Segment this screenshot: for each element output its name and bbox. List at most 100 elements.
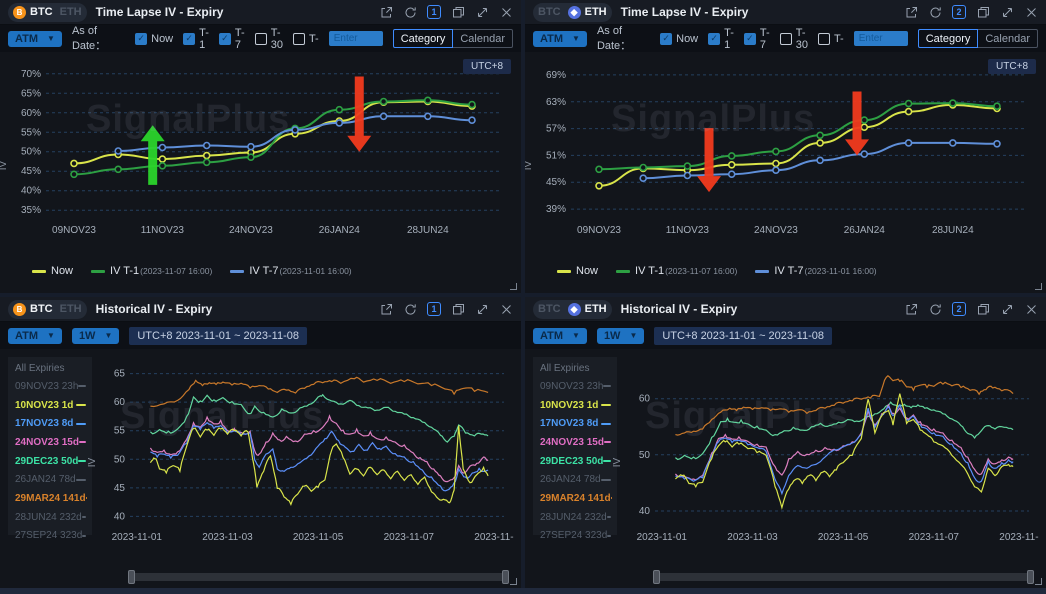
duplicate-icon[interactable] — [451, 302, 465, 316]
checkbox-box[interactable]: ✓ — [743, 32, 756, 45]
expiry-item-10nov23[interactable]: 10NOV23 1d — [15, 396, 86, 415]
close-icon[interactable] — [499, 302, 513, 316]
period-select[interactable]: 1W ▼ — [596, 327, 645, 344]
refresh-icon[interactable] — [928, 5, 942, 19]
resize-handle[interactable] — [1035, 283, 1042, 290]
checkbox-box[interactable]: ✓ — [708, 32, 721, 45]
expand-icon[interactable] — [475, 5, 489, 19]
coin-eth-tab[interactable]: ETH — [60, 303, 82, 315]
refresh-icon[interactable] — [928, 302, 942, 316]
expiry-item-29mar24[interactable]: 29MAR24 141d — [540, 489, 611, 508]
coin-eth-tab[interactable]: ETH — [60, 6, 82, 18]
calendar-tab[interactable]: Calendar — [453, 29, 513, 48]
checkbox-t-[interactable]: T- — [292, 32, 319, 45]
slider-handle-left[interactable] — [128, 570, 135, 584]
expiry-item-17nov23[interactable]: 17NOV23 8d — [540, 414, 611, 433]
coin-btc-tab[interactable]: BTC — [538, 6, 561, 18]
expiry-item-10nov23[interactable]: 10NOV23 1d — [540, 396, 611, 415]
checkbox-box[interactable]: ✓ — [660, 32, 673, 45]
btc-historical-chart[interactable]: 40 45 50 55 60 65 2023-11-01 2023-11-03 2023-11-… — [96, 357, 521, 547]
refresh-icon[interactable] — [403, 302, 417, 316]
window-number-badge[interactable]: 1 — [427, 302, 441, 316]
btc-timelapse-chart[interactable]: 35% 40% 45% 50% 55% 60% 65% 70% 09NOV23 11NOV23 24… — [0, 52, 513, 244]
external-link-icon[interactable] — [379, 302, 393, 316]
t-custom-days-input[interactable] — [328, 31, 383, 46]
expiry-item-26jan24[interactable]: 26JAN24 78d — [540, 470, 611, 489]
duplicate-icon[interactable] — [976, 302, 990, 316]
resize-handle[interactable] — [510, 578, 517, 585]
legend-item[interactable]: IV T-1 (2023-11-07 16:00) — [91, 265, 212, 277]
period-select[interactable]: 1W ▼ — [71, 327, 120, 344]
slider-handle-right[interactable] — [1027, 570, 1034, 584]
checkbox-t-1[interactable]: ✓ T-1 — [708, 27, 734, 51]
expiry-item-27sep24[interactable]: 27SEP24 323d — [540, 527, 611, 546]
resize-handle[interactable] — [510, 283, 517, 290]
checkbox-now[interactable]: ✓ Now — [660, 32, 698, 45]
close-icon[interactable] — [1024, 5, 1038, 19]
expiry-item-09nov23[interactable]: 09NOV23 23h — [540, 377, 611, 396]
checkbox-box[interactable]: ✓ — [218, 32, 231, 45]
category-tab[interactable]: Category — [392, 29, 454, 48]
close-icon[interactable] — [1024, 302, 1038, 316]
checkbox-t-30[interactable]: T-30 — [779, 27, 808, 51]
atm-select[interactable]: ATM ▼ — [8, 30, 62, 47]
legend-item[interactable]: IV T-1 (2023-11-07 16:00) — [616, 265, 737, 277]
coin-btc-tab[interactable]: B BTC — [13, 5, 53, 19]
expand-icon[interactable] — [1000, 302, 1014, 316]
coin-eth-tab[interactable]: ◆ ETH — [567, 5, 607, 19]
time-range-slider[interactable] — [653, 570, 1034, 584]
coin-btc-tab[interactable]: B BTC — [13, 302, 53, 316]
atm-select[interactable]: ATM ▼ — [8, 327, 62, 344]
duplicate-icon[interactable] — [976, 5, 990, 19]
window-number-badge[interactable]: 2 — [952, 302, 966, 316]
resize-handle[interactable] — [1035, 578, 1042, 585]
slider-handle-right[interactable] — [502, 570, 509, 584]
checkbox-box[interactable] — [779, 32, 792, 45]
expiry-item-28jun24[interactable]: 28JUN24 232d — [540, 508, 611, 527]
checkbox-box[interactable] — [292, 32, 305, 45]
slider-track[interactable] — [128, 570, 509, 584]
window-number-badge[interactable]: 2 — [952, 5, 966, 19]
external-link-icon[interactable] — [904, 302, 918, 316]
atm-select[interactable]: ATM ▼ — [533, 327, 587, 344]
expand-icon[interactable] — [475, 302, 489, 316]
checkbox-t-7[interactable]: ✓ T-7 — [743, 27, 770, 51]
expand-icon[interactable] — [1000, 5, 1014, 19]
expiry-item-24nov23[interactable]: 24NOV23 15d — [540, 433, 611, 452]
legend-item[interactable]: IV T-7 (2023-11-01 16:00) — [755, 265, 877, 277]
expiry-item-27sep24[interactable]: 27SEP24 323d — [15, 527, 86, 546]
time-range-slider[interactable] — [128, 570, 509, 584]
checkbox-box[interactable] — [254, 32, 267, 45]
checkbox-t-1[interactable]: ✓ T-1 — [183, 27, 209, 51]
expiry-item-17nov23[interactable]: 17NOV23 8d — [15, 414, 86, 433]
expiry-item-28jun24[interactable]: 28JUN24 232d — [15, 508, 86, 527]
checkbox-t-30[interactable]: T-30 — [254, 27, 283, 51]
slider-track[interactable] — [653, 570, 1034, 584]
slider-handle-left[interactable] — [653, 570, 660, 584]
duplicate-icon[interactable] — [451, 5, 465, 19]
checkbox-now[interactable]: ✓ Now — [135, 32, 173, 45]
checkbox-t-[interactable]: T- — [817, 32, 844, 45]
legend-item[interactable]: IV T-7 (2023-11-01 16:00) — [230, 265, 352, 277]
checkbox-box[interactable]: ✓ — [135, 32, 148, 45]
expiry-item-24nov23[interactable]: 24NOV23 15d — [15, 433, 86, 452]
coin-btc-tab[interactable]: BTC — [538, 303, 561, 315]
legend-item[interactable]: Now — [557, 265, 598, 277]
t-custom-days-input[interactable] — [853, 31, 908, 46]
external-link-icon[interactable] — [379, 5, 393, 19]
checkbox-box[interactable] — [817, 32, 830, 45]
external-link-icon[interactable] — [904, 5, 918, 19]
expiry-item-09nov23[interactable]: 09NOV23 23h — [15, 377, 86, 396]
calendar-tab[interactable]: Calendar — [978, 29, 1038, 48]
expiry-item-29dec23[interactable]: 29DEC23 50d — [540, 452, 611, 471]
expiry-item-29mar24[interactable]: 29MAR24 141d — [15, 489, 86, 508]
eth-historical-chart[interactable]: 40 50 60 2023-11-01 2023-11-03 2023-11-05 2023… — [621, 357, 1046, 547]
atm-select[interactable]: ATM ▼ — [533, 30, 587, 47]
close-icon[interactable] — [499, 5, 513, 19]
checkbox-t-7[interactable]: ✓ T-7 — [218, 27, 245, 51]
category-tab[interactable]: Category — [917, 29, 979, 48]
coin-eth-tab[interactable]: ◆ ETH — [567, 302, 607, 316]
expiry-item-29dec23[interactable]: 29DEC23 50d — [15, 452, 86, 471]
window-number-badge[interactable]: 1 — [427, 5, 441, 19]
expiry-item-26jan24[interactable]: 26JAN24 78d — [15, 470, 86, 489]
